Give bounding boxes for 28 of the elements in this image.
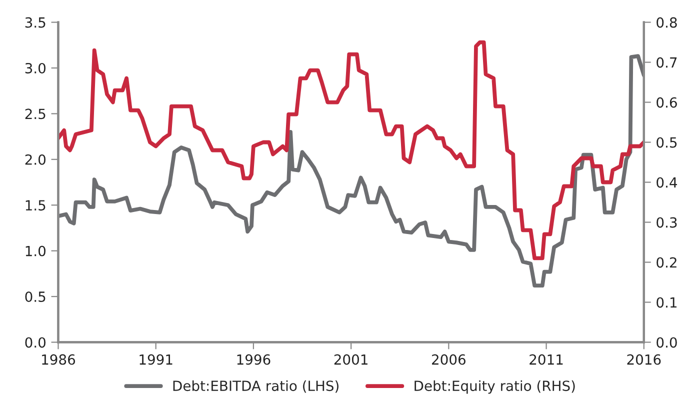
y2-tick-label: 0.1: [656, 297, 677, 308]
y-tick-label: 2.5: [25, 108, 46, 120]
y-tick-label: 3.5: [25, 17, 46, 28]
line-series: [58, 40, 644, 260]
x-tick-label: 1986: [42, 354, 76, 365]
y2-tick-label: 0.4: [656, 177, 678, 188]
y-tick-label: 2.0: [25, 154, 46, 165]
y-tick-label: 1.5: [26, 200, 46, 211]
x-tick-label: 2011: [530, 354, 563, 365]
y2-tick-label: 0.6: [656, 97, 677, 108]
x-tick-label: 2016: [627, 354, 661, 365]
legend-label: Debt:Equity ratio (RHS): [414, 380, 575, 394]
y2-tick-label: 0.5: [656, 137, 677, 148]
y2-tick-label: 0.7: [656, 57, 677, 68]
y2-tick-label: 0.2: [656, 257, 676, 268]
y-tick-label: 0.0: [25, 337, 46, 348]
y2-tick-label: 0.0: [656, 337, 677, 348]
y-tick-label: 0.5: [25, 291, 46, 302]
x-tick-label: 1996: [237, 354, 270, 365]
x-tick-label: 2006: [432, 354, 466, 365]
y-tick-label: 1.0: [26, 246, 46, 256]
y-tick-label: 3.0: [25, 62, 46, 74]
x-tick-label: 2001: [334, 354, 368, 365]
legend-label: Debt:EBITDA ratio (LHS): [173, 380, 338, 393]
line-series: [58, 54, 644, 288]
y2-tick-label: 0.3: [656, 217, 677, 228]
x-tick-label: 1991: [140, 354, 172, 365]
y2-tick-label: 0.8: [656, 17, 677, 28]
